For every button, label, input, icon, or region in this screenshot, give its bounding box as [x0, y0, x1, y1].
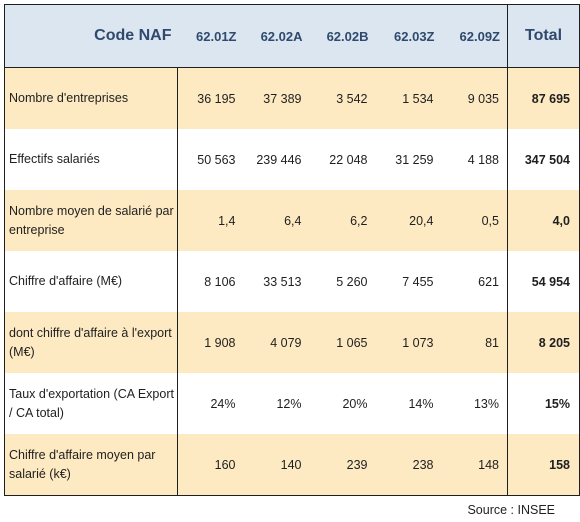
table-cell: 13% [441, 373, 508, 434]
row-label: Taux d'exportation (CA Export / CA total… [4, 373, 178, 434]
table-cell: 8 106 [177, 251, 244, 312]
table-cell: 4 079 [243, 312, 310, 373]
table-cell: 31 259 [375, 129, 442, 190]
row-label: Nombre moyen de salarié par entreprise [4, 190, 178, 251]
table-cell: 5 260 [309, 251, 376, 312]
row-total: 347 504 [507, 129, 580, 190]
row-total: 87 695 [507, 67, 580, 129]
table-cell: 6,2 [309, 190, 376, 251]
header-code-62-03z: 62.03Z [375, 4, 442, 68]
table-row: Taux d'exportation (CA Export / CA total… [4, 373, 580, 434]
header-code-62-09z: 62.09Z [441, 4, 508, 68]
table-cell: 7 455 [375, 251, 442, 312]
table-cell: 0,5 [441, 190, 508, 251]
table-cell: 140 [243, 434, 310, 496]
table-cell: 50 563 [177, 129, 244, 190]
table-cell: 22 048 [309, 129, 376, 190]
table-cell: 1 065 [309, 312, 376, 373]
row-label: dont chiffre d'affaire à l'export (M€) [4, 312, 178, 373]
table-cell: 14% [375, 373, 442, 434]
header-code-62-02a: 62.02A [243, 4, 310, 68]
table-cell: 160 [177, 434, 244, 496]
table-cell: 33 513 [243, 251, 310, 312]
naf-statistics-table: Code NAF 62.01Z 62.02A 62.02B 62.03Z 62.… [4, 4, 580, 496]
table-cell: 1,4 [177, 190, 244, 251]
table-cell: 239 [309, 434, 376, 496]
row-total: 8 205 [507, 312, 580, 373]
table-row: Nombre d'entreprises 36 195 37 389 3 542… [4, 67, 580, 129]
header-total: Total [507, 4, 580, 68]
table-cell: 3 542 [309, 67, 376, 129]
table-cell: 238 [375, 434, 442, 496]
header-code-62-02b: 62.02B [309, 4, 376, 68]
row-label: Chiffre d'affaire moyen par salarié (k€) [4, 434, 178, 496]
table-cell: 621 [441, 251, 508, 312]
row-total: 54 954 [507, 251, 580, 312]
table-row: Chiffre d'affaire (M€) 8 106 33 513 5 26… [4, 251, 580, 312]
table-cell: 4 188 [441, 129, 508, 190]
row-label: Nombre d'entreprises [4, 67, 178, 129]
table-cell: 148 [441, 434, 508, 496]
table-cell: 36 195 [177, 67, 244, 129]
source-note: Source : INSEE [467, 503, 555, 517]
table-row: dont chiffre d'affaire à l'export (M€) 1… [4, 312, 580, 373]
header-code-naf: Code NAF [4, 4, 178, 68]
table-cell: 239 446 [243, 129, 310, 190]
row-total: 4,0 [507, 190, 580, 251]
table-cell: 20% [309, 373, 376, 434]
table-cell: 20,4 [375, 190, 442, 251]
table-cell: 9 035 [441, 67, 508, 129]
table-cell: 1 908 [177, 312, 244, 373]
row-total: 15% [507, 373, 580, 434]
table-cell: 24% [177, 373, 244, 434]
row-label: Effectifs salariés [4, 129, 178, 190]
table-row: Nombre moyen de salarié par entreprise 1… [4, 190, 580, 251]
table-cell: 81 [441, 312, 508, 373]
table-cell: 37 389 [243, 67, 310, 129]
table-row: Chiffre d'affaire moyen par salarié (k€)… [4, 434, 580, 496]
table-cell: 6,4 [243, 190, 310, 251]
header-row: Code NAF 62.01Z 62.02A 62.02B 62.03Z 62.… [4, 4, 580, 68]
row-label: Chiffre d'affaire (M€) [4, 251, 178, 312]
table-row: Effectifs salariés 50 563 239 446 22 048… [4, 129, 580, 190]
row-total: 158 [507, 434, 580, 496]
table-cell: 12% [243, 373, 310, 434]
table-cell: 1 534 [375, 67, 442, 129]
header-code-62-01z: 62.01Z [177, 4, 244, 68]
table-cell: 1 073 [375, 312, 442, 373]
